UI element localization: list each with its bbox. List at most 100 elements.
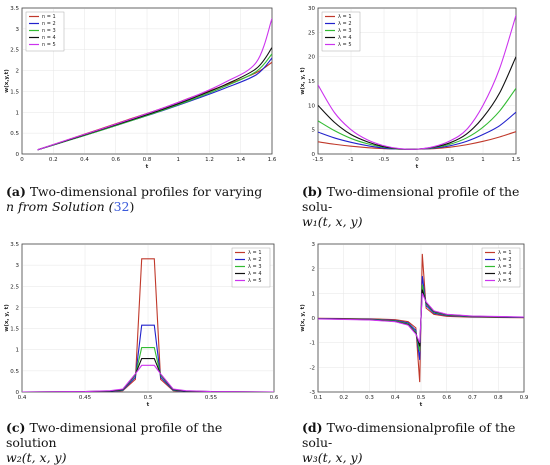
x-tick-label: 0.5 [144, 395, 153, 401]
caption-b-label: (b) [302, 184, 323, 199]
chart-b: -1.5 -1 -0.5 0 0.5 1 1.5 0 5 10 15 20 25 30 t w(x, y, t… [300, 6, 521, 170]
x-tick-label: 0.8 [494, 395, 503, 401]
y-axis-label: w(x, y, t) [300, 304, 306, 332]
chart-c: 0.4 0.45 0.5 0.55 0.6 0 0.5 1 1.5 2 2.5 3 3.5 t w(x, y… [4, 242, 279, 408]
y-tick-label: 0 [312, 316, 316, 322]
caption-a-ref-link[interactable]: 32 [113, 199, 130, 214]
x-tick-label: 0.3 [365, 395, 374, 401]
y-tick-label: 3.5 [10, 242, 19, 248]
caption-a-line2-pre: n from Solution ( [6, 199, 114, 214]
legend-label-2: n = 2 [42, 21, 56, 27]
y-tick-label: 3.5 [10, 6, 19, 12]
caption-b-line1: Two-dimensional profile of the solu- [302, 184, 520, 214]
y-tick-label: 30 [308, 6, 315, 12]
legend-label-2: λ = 2 [248, 257, 262, 263]
legend-label-2: λ = 2 [338, 21, 352, 27]
x-tick-label: 0.2 [49, 157, 58, 163]
y-tick-label: 1.5 [10, 89, 19, 95]
y-axis-label: w(x, y, t) [300, 67, 306, 95]
x-tick-label: -1 [348, 157, 353, 163]
x-tick-label: 0.6 [442, 395, 451, 401]
caption-a-line1: Two-dimensional profiles for varying [29, 184, 263, 199]
x-tick-label: 0.4 [80, 157, 89, 163]
caption-d-line1: Two-dimensionalprofile of the solu- [302, 420, 516, 450]
series-line-5 [318, 15, 516, 150]
x-tick-label: -1.5 [313, 157, 324, 163]
y-tick-label: 0 [16, 390, 20, 396]
x-axis-label: t [146, 164, 149, 170]
x-tick-label: 0.45 [79, 395, 92, 401]
x-tick-label: 0.5 [446, 157, 455, 163]
caption-b-line2: w₁(t, x, y) [302, 214, 363, 229]
y-tick-label: 5 [312, 128, 316, 134]
y-axis-label: w(x, y, t) [4, 304, 10, 332]
x-tick-label: 0.7 [468, 395, 477, 401]
series-line-5 [318, 293, 524, 343]
caption-d-line2: w₃(t, x, y) [302, 450, 363, 465]
y-tick-label: -1 [310, 341, 315, 347]
y-tick-label: 0.5 [10, 131, 19, 137]
x-tick-label: 1.2 [205, 157, 214, 163]
y-tick-label: 1 [312, 291, 316, 297]
y-tick-label: 3 [312, 242, 316, 248]
caption-b: (b) Two-dimensional profile of the solu-… [302, 184, 547, 229]
x-tick-label: 0 [415, 157, 419, 163]
legend-label-5: n = 5 [42, 42, 56, 48]
x-tick-label: 0.6 [270, 395, 279, 401]
plot-frame [21, 7, 273, 155]
y-tick-label: 3 [16, 27, 20, 33]
y-tick-label: 25 [308, 30, 315, 36]
y-tick-label: 10 [308, 103, 315, 109]
series-line-5 [22, 364, 274, 392]
series-line-5 [37, 18, 272, 151]
chart-a: 0 0.2 0.4 0.6 0.8 1 1.2 1.4 1.6 0 0.5 1 1.5 2 2.5 3 3.5 t… [4, 6, 277, 170]
y-tick-label: 0 [16, 152, 20, 158]
x-axis-label: t [420, 402, 423, 408]
x-axis-label: t [147, 402, 150, 408]
chart-d: 0.1 0.2 0.3 0.4 0.5 0.6 0.7 0.8 0.9 -3 -2 -1 0 1 2 3 t w(… [300, 242, 529, 408]
x-tick-label: 0.2 [339, 395, 348, 401]
y-tick-label: 20 [308, 55, 315, 61]
legend-label-2: λ = 2 [498, 257, 512, 263]
caption-a-label: (a) [6, 184, 26, 199]
legend-label-3: λ = 3 [338, 28, 352, 34]
legend-label-1: λ = 1 [248, 250, 262, 256]
y-tick-label: 3 [16, 263, 20, 269]
x-tick-label: 0.9 [520, 395, 529, 401]
caption-a: (a) Two-dimensional profiles for varying… [6, 184, 274, 214]
plot-frame [317, 7, 517, 155]
y-axis-label: w(x,y,t) [4, 69, 10, 93]
y-tick-label: 2 [312, 267, 316, 273]
x-tick-label: 1.5 [512, 157, 521, 163]
legend-label-5: λ = 5 [338, 42, 352, 48]
y-tick-label: 15 [308, 79, 315, 85]
x-tick-label: 0.5 [417, 395, 426, 401]
x-tick-label: 1 [177, 157, 181, 163]
x-tick-label: 0.6 [111, 157, 120, 163]
y-tick-label: 0 [312, 152, 316, 158]
y-tick-label: 1.5 [10, 327, 19, 333]
legend-label-1: n = 1 [42, 14, 56, 20]
caption-d: (d) Two-dimensionalprofile of the solu- … [302, 420, 547, 465]
caption-c: (c) Two-dimensional profile of the solut… [6, 420, 274, 465]
legend-label-1: λ = 1 [498, 250, 512, 256]
x-axis-label: t [416, 164, 419, 170]
legend-label-3: λ = 3 [498, 264, 512, 270]
caption-c-label: (c) [6, 420, 26, 435]
plot-frame [21, 243, 275, 393]
plot-frame [317, 243, 525, 393]
x-tick-label: 0.8 [143, 157, 152, 163]
legend-label-3: n = 3 [42, 28, 56, 34]
legend-label-5: λ = 5 [498, 278, 512, 284]
y-tick-label: -2 [310, 365, 315, 371]
legend-label-4: n = 4 [42, 35, 56, 41]
caption-c-line1: Two-dimensional profile of the solution [6, 420, 223, 450]
x-tick-label: -0.5 [379, 157, 390, 163]
y-tick-label: 2.5 [10, 48, 19, 54]
legend-label-3: λ = 3 [248, 264, 262, 270]
x-tick-label: 0.4 [18, 395, 27, 401]
x-tick-label: 1 [481, 157, 485, 163]
x-tick-label: 1.6 [268, 157, 277, 163]
x-tick-label: 1.4 [236, 157, 245, 163]
y-tick-label: 0.5 [10, 369, 19, 375]
